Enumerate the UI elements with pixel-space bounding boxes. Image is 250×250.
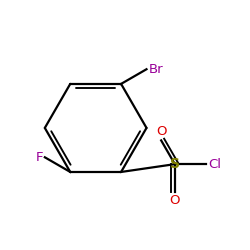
Text: O: O xyxy=(156,124,166,138)
Text: F: F xyxy=(36,151,43,164)
Text: S: S xyxy=(170,157,180,171)
Text: O: O xyxy=(170,194,180,207)
Text: Br: Br xyxy=(148,63,163,76)
Text: Cl: Cl xyxy=(208,158,221,171)
